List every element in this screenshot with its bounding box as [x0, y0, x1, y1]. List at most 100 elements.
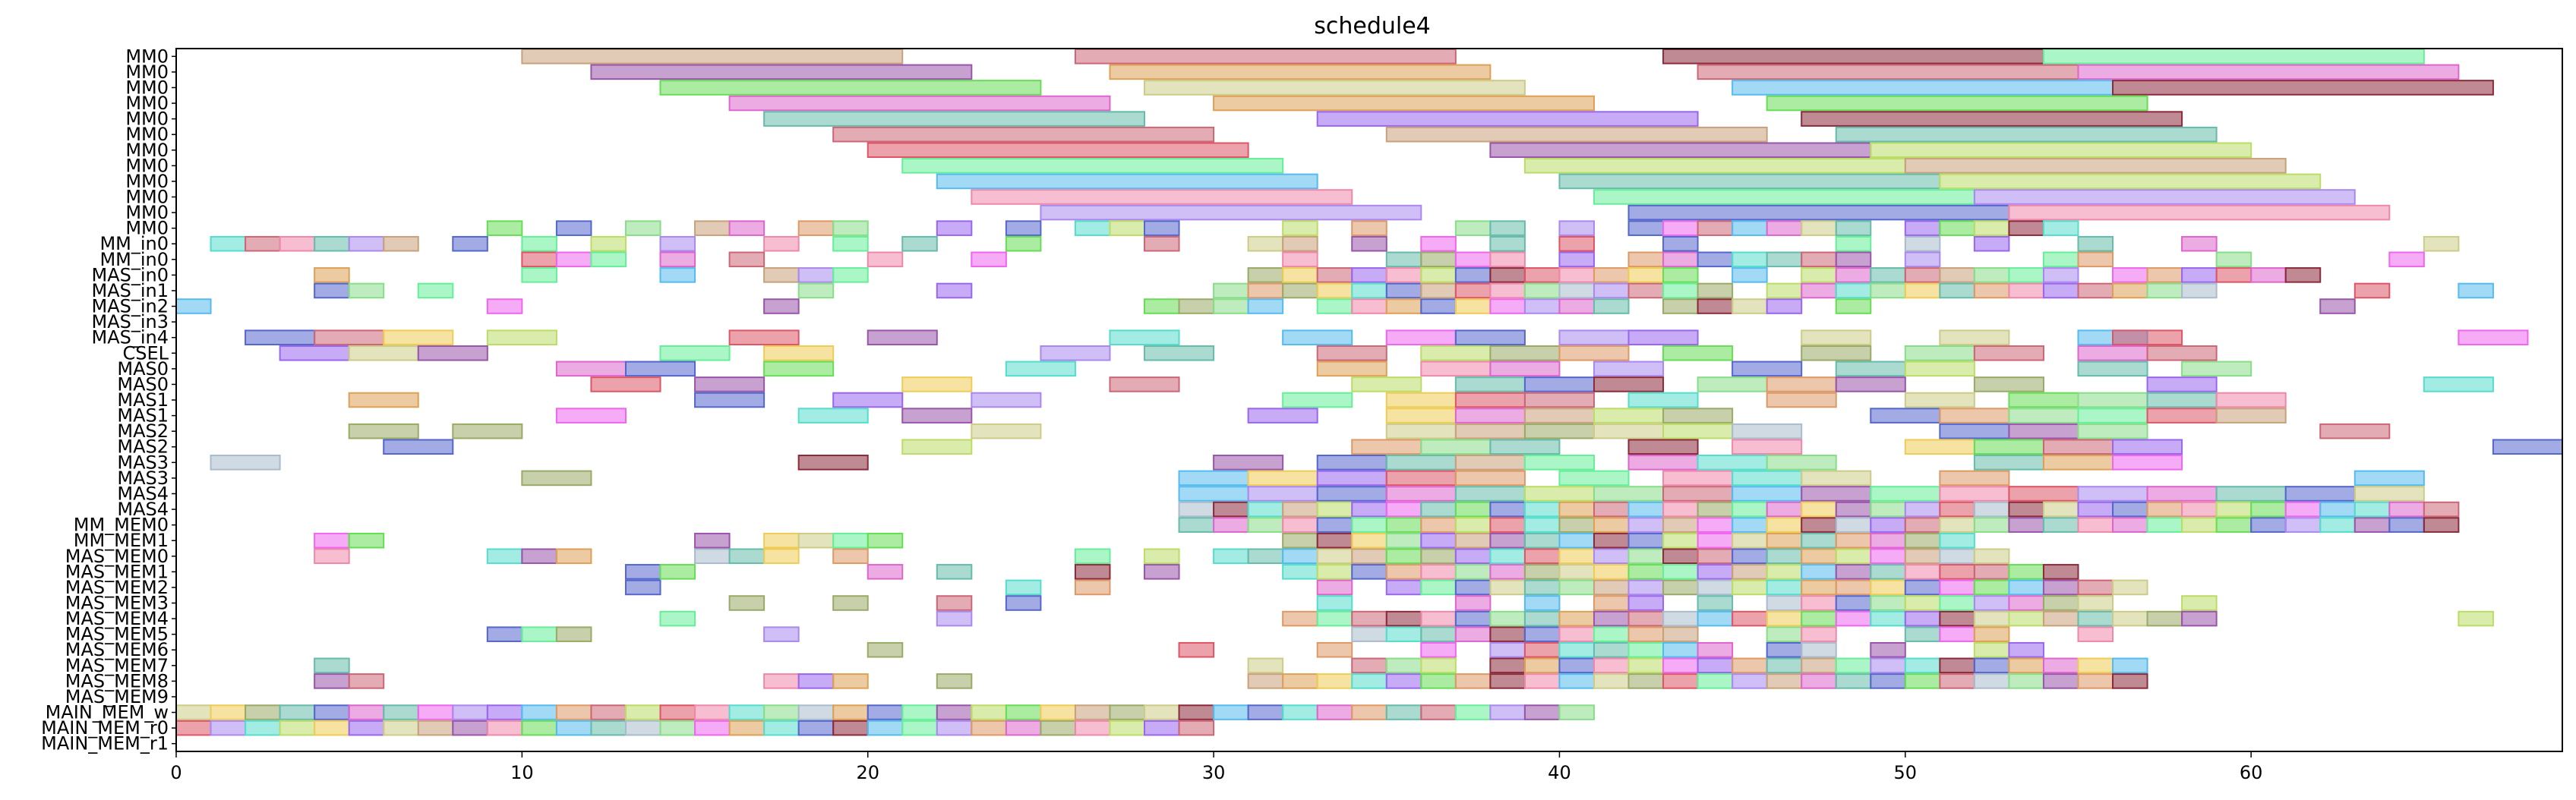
- task-bar: [901, 720, 938, 736]
- task-bar: [971, 720, 1007, 736]
- task-bar: [971, 423, 1042, 439]
- task-bar: [1558, 548, 1595, 565]
- task-bar: [2042, 673, 2079, 689]
- task-bar: [1801, 251, 1837, 268]
- task-bar: [1939, 173, 2322, 190]
- task-bar: [1178, 470, 1249, 487]
- task-bar: [1697, 641, 1734, 658]
- task-bar: [1732, 439, 1803, 455]
- task-bar: [2008, 595, 2044, 611]
- task-bar: [1697, 657, 1734, 674]
- task-bar: [1558, 282, 1595, 299]
- task-bar: [1801, 329, 1872, 345]
- task-bar: [314, 532, 350, 549]
- task-bar: [1801, 486, 1872, 502]
- y-tick-label: MAS_MEM8: [65, 670, 169, 691]
- task-bar: [1662, 423, 1734, 439]
- task-bar: [1732, 673, 1768, 689]
- task-bar: [1523, 517, 1561, 533]
- task-bar: [1870, 579, 1906, 596]
- task-bar: [832, 392, 904, 408]
- task-bar: [1523, 408, 1595, 424]
- task-bar: [1454, 282, 1492, 299]
- task-bar: [1385, 517, 1422, 533]
- task-bar: [1973, 282, 2010, 299]
- y-tick-label: MAS_MEM9: [65, 686, 169, 707]
- task-bar: [1420, 267, 1457, 283]
- task-bar: [1489, 579, 1526, 596]
- task-bar: [1385, 392, 1457, 408]
- task-bar: [659, 564, 696, 580]
- task-bar: [1593, 376, 1665, 392]
- task-bar: [1662, 501, 1699, 518]
- task-bar: [763, 111, 1146, 127]
- task-bar: [624, 220, 661, 236]
- task-bar: [1593, 501, 1630, 518]
- task-bar: [2146, 610, 2183, 627]
- task-bar: [2077, 657, 2114, 674]
- y-tick-label: MAS_MEM2: [65, 577, 169, 598]
- task-bar: [1558, 220, 1595, 236]
- task-bar: [832, 220, 869, 236]
- task-bar: [659, 235, 696, 252]
- task-bar: [1662, 579, 1699, 596]
- task-bar: [314, 720, 350, 736]
- task-bar: [1697, 673, 1734, 689]
- task-bar: [2077, 517, 2114, 533]
- task-bar: [1316, 579, 1353, 596]
- task-bar: [452, 704, 488, 720]
- task-bar: [2319, 517, 2356, 533]
- task-bar: [175, 720, 212, 736]
- task-bar: [694, 548, 731, 565]
- task-bar: [1662, 610, 1699, 627]
- task-bar: [1904, 158, 2287, 174]
- task-bar: [2008, 517, 2044, 533]
- task-bar: [1454, 267, 1492, 283]
- task-bar: [2008, 423, 2079, 439]
- task-bar: [1282, 282, 1318, 299]
- task-bar: [1558, 610, 1595, 627]
- task-bar: [1454, 501, 1492, 518]
- task-bar: [1523, 673, 1561, 689]
- task-bar: [1213, 501, 1249, 518]
- task-bar: [1662, 486, 1734, 502]
- task-bar: [555, 220, 592, 236]
- task-bar: [659, 720, 696, 736]
- task-bar: [1904, 392, 1975, 408]
- task-bar: [1558, 626, 1595, 642]
- task-bar: [1973, 235, 2010, 252]
- task-bar: [486, 626, 523, 642]
- task-bar: [1316, 548, 1353, 565]
- task-bar: [1316, 111, 1699, 127]
- y-axis-labels: MM0MM0MM0MM0MM0MM0MM0MM0MM0MM0MM0MM0MM_i…: [41, 46, 176, 754]
- task-bar: [1627, 517, 1665, 533]
- task-bar: [1523, 158, 1906, 174]
- task-bar: [2042, 610, 2079, 627]
- task-bar: [1662, 282, 1699, 299]
- bars-layer: [175, 49, 2563, 736]
- task-bar: [1627, 501, 1665, 518]
- task-bar: [2146, 408, 2218, 424]
- task-bar: [1870, 486, 1941, 502]
- task-bar: [2077, 235, 2114, 252]
- y-tick-label: MAS4: [117, 499, 169, 520]
- y-tick-label: MAS_in2: [91, 296, 169, 317]
- task-bar: [1454, 220, 1492, 236]
- task-bar: [1593, 517, 1630, 533]
- task-bar: [2181, 595, 2218, 611]
- task-bar: [1213, 95, 1595, 112]
- task-bar: [2008, 204, 2391, 221]
- task-bar: [1627, 657, 1665, 674]
- task-bar: [2353, 486, 2425, 502]
- task-bar: [1870, 282, 1906, 299]
- task-bar: [1523, 298, 1561, 314]
- task-bar: [1558, 298, 1595, 314]
- task-bar: [2423, 517, 2460, 533]
- task-bar: [1662, 641, 1699, 658]
- task-bar: [1558, 657, 1595, 674]
- task-bar: [1282, 267, 1318, 283]
- task-bar: [1835, 251, 1872, 268]
- task-bar: [936, 720, 973, 736]
- task-bar: [1766, 376, 1837, 392]
- task-bar: [1316, 532, 1353, 549]
